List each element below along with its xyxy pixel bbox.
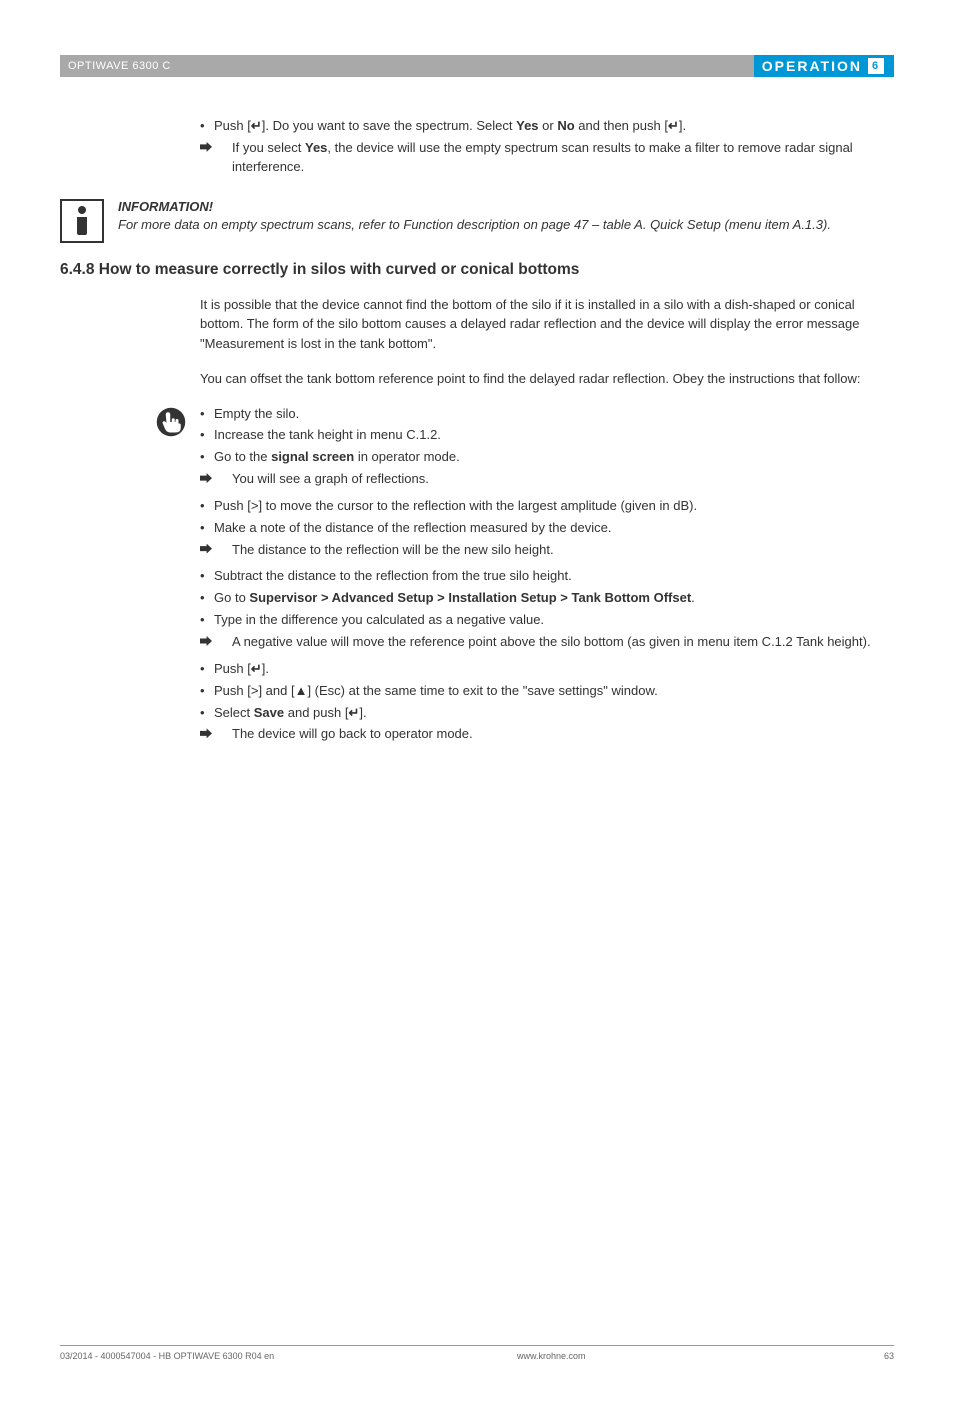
list-item: Make a note of the distance of the refle… bbox=[200, 519, 871, 538]
procedure-block: Empty the silo. Increase the tank height… bbox=[60, 405, 894, 753]
enter-icon: ↵ bbox=[348, 705, 359, 720]
paragraph: It is possible that the device cannot fi… bbox=[200, 295, 894, 354]
step-group: Push [↵]. Push [>] and [▲] (Esc) at the … bbox=[200, 660, 871, 744]
footer-url: www.krohne.com bbox=[427, 1351, 884, 1361]
list-item: Empty the silo. bbox=[200, 405, 871, 424]
header-section-label: OPERATION bbox=[762, 58, 862, 74]
list-item: Increase the tank height in menu C.1.2. bbox=[200, 426, 871, 445]
paragraph: You can offset the tank bottom reference… bbox=[200, 369, 894, 389]
step-group: Push [>] to move the cursor to the refle… bbox=[200, 497, 871, 560]
list-item: Push [↵]. Do you want to save the spectr… bbox=[200, 117, 894, 136]
info-title: INFORMATION! bbox=[118, 199, 831, 214]
procedure-steps: Empty the silo. Increase the tank height… bbox=[200, 405, 871, 753]
list-item: Push [>] and [▲] (Esc) at the same time … bbox=[200, 682, 871, 701]
enter-icon: ↵ bbox=[668, 118, 679, 133]
page-footer: 03/2014 - 4000547004 - HB OPTIWAVE 6300 … bbox=[60, 1345, 894, 1361]
enter-icon: ↵ bbox=[251, 661, 262, 676]
list-item: Go to Supervisor > Advanced Setup > Inst… bbox=[200, 589, 871, 608]
top-instruction-list: Push [↵]. Do you want to save the spectr… bbox=[200, 117, 894, 177]
footer-page-num: 63 bbox=[884, 1351, 894, 1361]
list-item: Push [>] to move the cursor to the refle… bbox=[200, 497, 871, 516]
result-item: The device will go back to operator mode… bbox=[200, 725, 871, 744]
info-text: For more data on empty spectrum scans, r… bbox=[118, 216, 831, 235]
result-item: The distance to the reflection will be t… bbox=[200, 541, 871, 560]
information-callout: INFORMATION! For more data on empty spec… bbox=[60, 199, 894, 243]
step-group: Empty the silo. Increase the tank height… bbox=[200, 405, 871, 489]
info-body: INFORMATION! For more data on empty spec… bbox=[118, 199, 831, 243]
page-header: OPTIWAVE 6300 C OPERATION 6 bbox=[60, 55, 894, 77]
result-item: A negative value will move the reference… bbox=[200, 633, 871, 652]
header-product: OPTIWAVE 6300 C bbox=[60, 60, 754, 72]
page-content: Push [↵]. Do you want to save the spectr… bbox=[0, 77, 954, 752]
result-item: You will see a graph of reflections. bbox=[200, 470, 871, 489]
header-section: OPERATION 6 bbox=[754, 55, 894, 77]
list-item: Subtract the distance to the reflection … bbox=[200, 567, 871, 586]
result-item: If you select Yes, the device will use t… bbox=[200, 139, 894, 177]
list-item: Type in the difference you calculated as… bbox=[200, 611, 871, 630]
header-chapter-num: 6 bbox=[868, 58, 884, 74]
hand-icon bbox=[156, 407, 186, 437]
enter-icon: ↵ bbox=[251, 118, 262, 133]
step-group: Subtract the distance to the reflection … bbox=[200, 567, 871, 651]
footer-doc-id: 03/2014 - 4000547004 - HB OPTIWAVE 6300 … bbox=[60, 1351, 427, 1361]
list-item: Go to the signal screen in operator mode… bbox=[200, 448, 871, 467]
list-item: Select Save and push [↵]. bbox=[200, 704, 871, 723]
info-icon bbox=[60, 199, 104, 243]
list-item: Push [↵]. bbox=[200, 660, 871, 679]
section-heading: 6.4.8 How to measure correctly in silos … bbox=[60, 261, 894, 279]
